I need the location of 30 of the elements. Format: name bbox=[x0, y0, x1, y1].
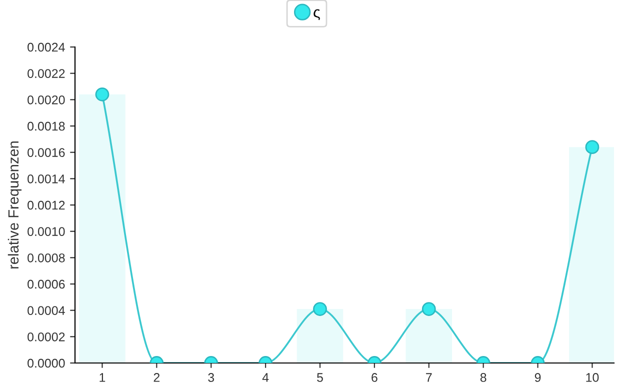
x-tick-label: 1 bbox=[100, 373, 106, 382]
x-tick-label: 3 bbox=[208, 373, 214, 382]
x-tick-label: 7 bbox=[426, 373, 432, 382]
x-tick-label: 5 bbox=[317, 373, 323, 382]
y-tick-label: 0.0012 bbox=[28, 200, 65, 210]
x-tick-label: 10 bbox=[586, 373, 599, 382]
y-tick-label: 0.0020 bbox=[28, 95, 65, 104]
y-tick-label: 0.0018 bbox=[28, 122, 65, 131]
x-tick-label: 9 bbox=[534, 373, 541, 382]
bar bbox=[79, 94, 126, 363]
y-tick-label: 0.0014 bbox=[28, 174, 65, 184]
legend-label: ς bbox=[314, 9, 320, 20]
x-tick-label: 4 bbox=[262, 373, 269, 382]
y-tick-label: 0.0024 bbox=[28, 42, 65, 52]
x-tick-label: 6 bbox=[372, 373, 378, 382]
y-tick-label: 0.0008 bbox=[28, 253, 65, 262]
y-tick-label: 0.0022 bbox=[28, 69, 65, 78]
y-tick-label: 0.0006 bbox=[28, 280, 65, 289]
y-tick-label: 0.0002 bbox=[28, 332, 65, 342]
point bbox=[585, 140, 600, 154]
y-axis-title: relative Frequenzen bbox=[8, 141, 22, 268]
y-tick-label: 0.0000 bbox=[28, 358, 65, 368]
bar bbox=[296, 309, 344, 363]
x-tick-label: 2 bbox=[154, 373, 160, 382]
point bbox=[95, 87, 110, 102]
y-tick-label: 0.0004 bbox=[28, 306, 65, 315]
y-tick-label: 0.0016 bbox=[28, 148, 65, 157]
x-tick-label: 8 bbox=[480, 373, 486, 382]
y-tick-label: 0.0010 bbox=[28, 227, 65, 236]
bar bbox=[406, 309, 452, 363]
